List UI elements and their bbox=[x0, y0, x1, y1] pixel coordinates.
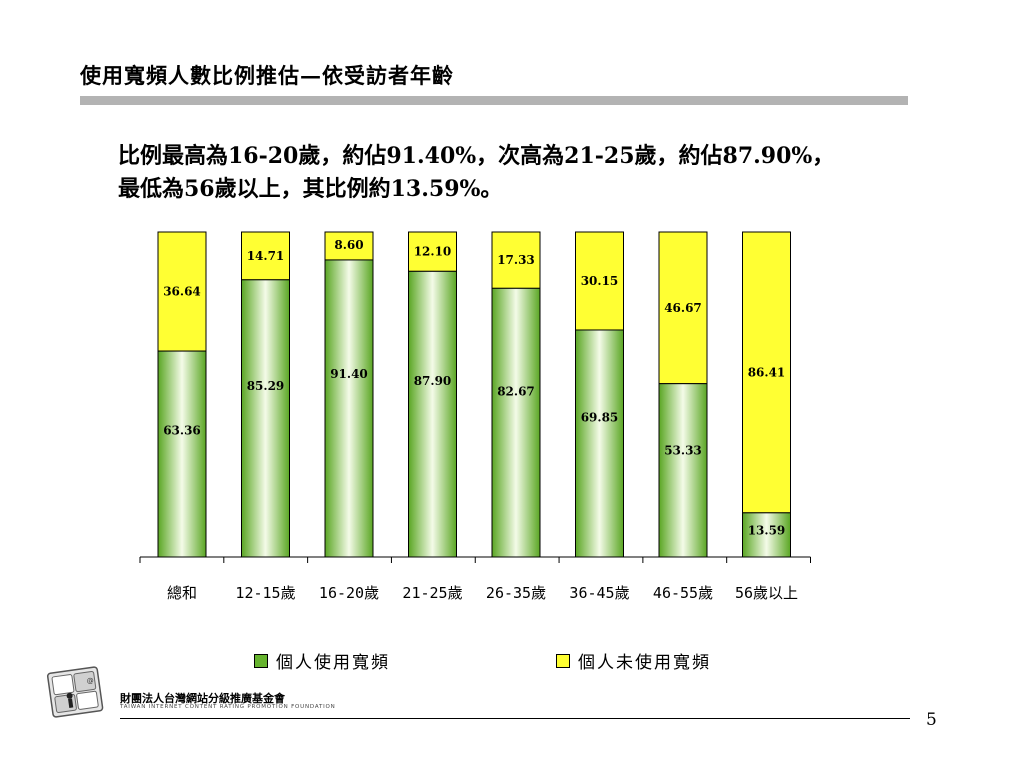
bar-used bbox=[241, 279, 290, 558]
x-tick-label: 總和 bbox=[167, 584, 197, 602]
data-label-used: 69.85 bbox=[581, 410, 619, 424]
data-label-unused: 30.15 bbox=[581, 274, 619, 288]
data-label-used: 85.29 bbox=[247, 379, 285, 393]
x-tick-label: 12-15歲 bbox=[235, 584, 295, 602]
title-divider bbox=[80, 96, 908, 105]
bar-used bbox=[491, 287, 541, 558]
data-label-used: 63.36 bbox=[163, 423, 201, 437]
data-label-used: 53.33 bbox=[664, 444, 702, 458]
data-label-unused: 8.60 bbox=[334, 238, 363, 252]
bar-used bbox=[408, 270, 457, 558]
bar-used bbox=[742, 512, 791, 558]
x-tick-label: 56歲以上 bbox=[735, 584, 798, 602]
org-name-en: TAIWAN INTERNET CONTENT RATING PROMOTION… bbox=[120, 704, 336, 710]
data-label-unused: 14.71 bbox=[247, 249, 285, 263]
bar-used bbox=[324, 259, 374, 558]
bar-unused bbox=[324, 231, 374, 261]
x-tick-label: 46-55歲 bbox=[653, 584, 713, 602]
data-label-unused: 46.67 bbox=[664, 301, 702, 315]
data-label-used: 82.67 bbox=[497, 384, 535, 398]
legend-item-used: 個人使用寬頻 bbox=[254, 648, 390, 673]
data-label-unused: 36.64 bbox=[163, 285, 201, 299]
legend-item-unused: 個人未使用寬頻 bbox=[556, 648, 711, 673]
legend-label-used: 個人使用寬頻 bbox=[276, 653, 390, 673]
slide-title: 使用寬頻人數比例推估—依受訪者年齡 bbox=[80, 63, 454, 88]
x-tick-label: 26-35歲 bbox=[486, 584, 546, 602]
bar-used bbox=[157, 350, 207, 558]
bar-unused bbox=[241, 231, 290, 281]
bar-used bbox=[575, 329, 624, 558]
bar-unused bbox=[575, 231, 624, 331]
bar-unused bbox=[491, 231, 541, 289]
summary-line-2: 最低為56歲以上，其比例約13.59%。 bbox=[118, 176, 503, 202]
summary-line-1: 比例最高為16-20歲，約佔91.40%，次高為21-25歲，約佔87.90%， bbox=[118, 143, 835, 169]
data-label-used: 91.40 bbox=[330, 367, 368, 381]
bar-unused bbox=[742, 231, 791, 514]
legend-swatch-used bbox=[254, 653, 268, 668]
page-number: 5 bbox=[926, 710, 937, 730]
stacked-bar-chart: 63.36 36.64 85.29 14.71 91.40 8.60 87.90 12.10 8… bbox=[139, 231, 811, 602]
summary-text: 比例最高為16-20歲，約佔91.40%，次高為21-25歲，約佔87.90%，… bbox=[118, 140, 834, 206]
x-tick-label: 21-25歲 bbox=[402, 584, 462, 602]
svg-text:@: @ bbox=[86, 676, 94, 685]
bar-used bbox=[658, 383, 708, 558]
bar-unused bbox=[408, 231, 457, 272]
legend-swatch-unused bbox=[556, 653, 570, 668]
bar-unused bbox=[658, 231, 708, 385]
data-label-used: 13.59 bbox=[748, 524, 786, 538]
data-label-used: 87.90 bbox=[414, 374, 452, 388]
data-label-unused: 86.41 bbox=[748, 365, 786, 379]
x-tick-label: 36-45歲 bbox=[569, 584, 629, 602]
legend-label-unused: 個人未使用寬頻 bbox=[578, 653, 711, 673]
data-label-unused: 12.10 bbox=[414, 245, 452, 259]
footer-divider bbox=[120, 718, 910, 719]
x-tick-label: 16-20歲 bbox=[319, 584, 379, 602]
org-name: 財團法人台灣網站分級推廣基金會 bbox=[120, 692, 285, 705]
icrt-logo-icon: @ bbox=[46, 666, 104, 718]
data-label-unused: 17.33 bbox=[497, 253, 535, 267]
